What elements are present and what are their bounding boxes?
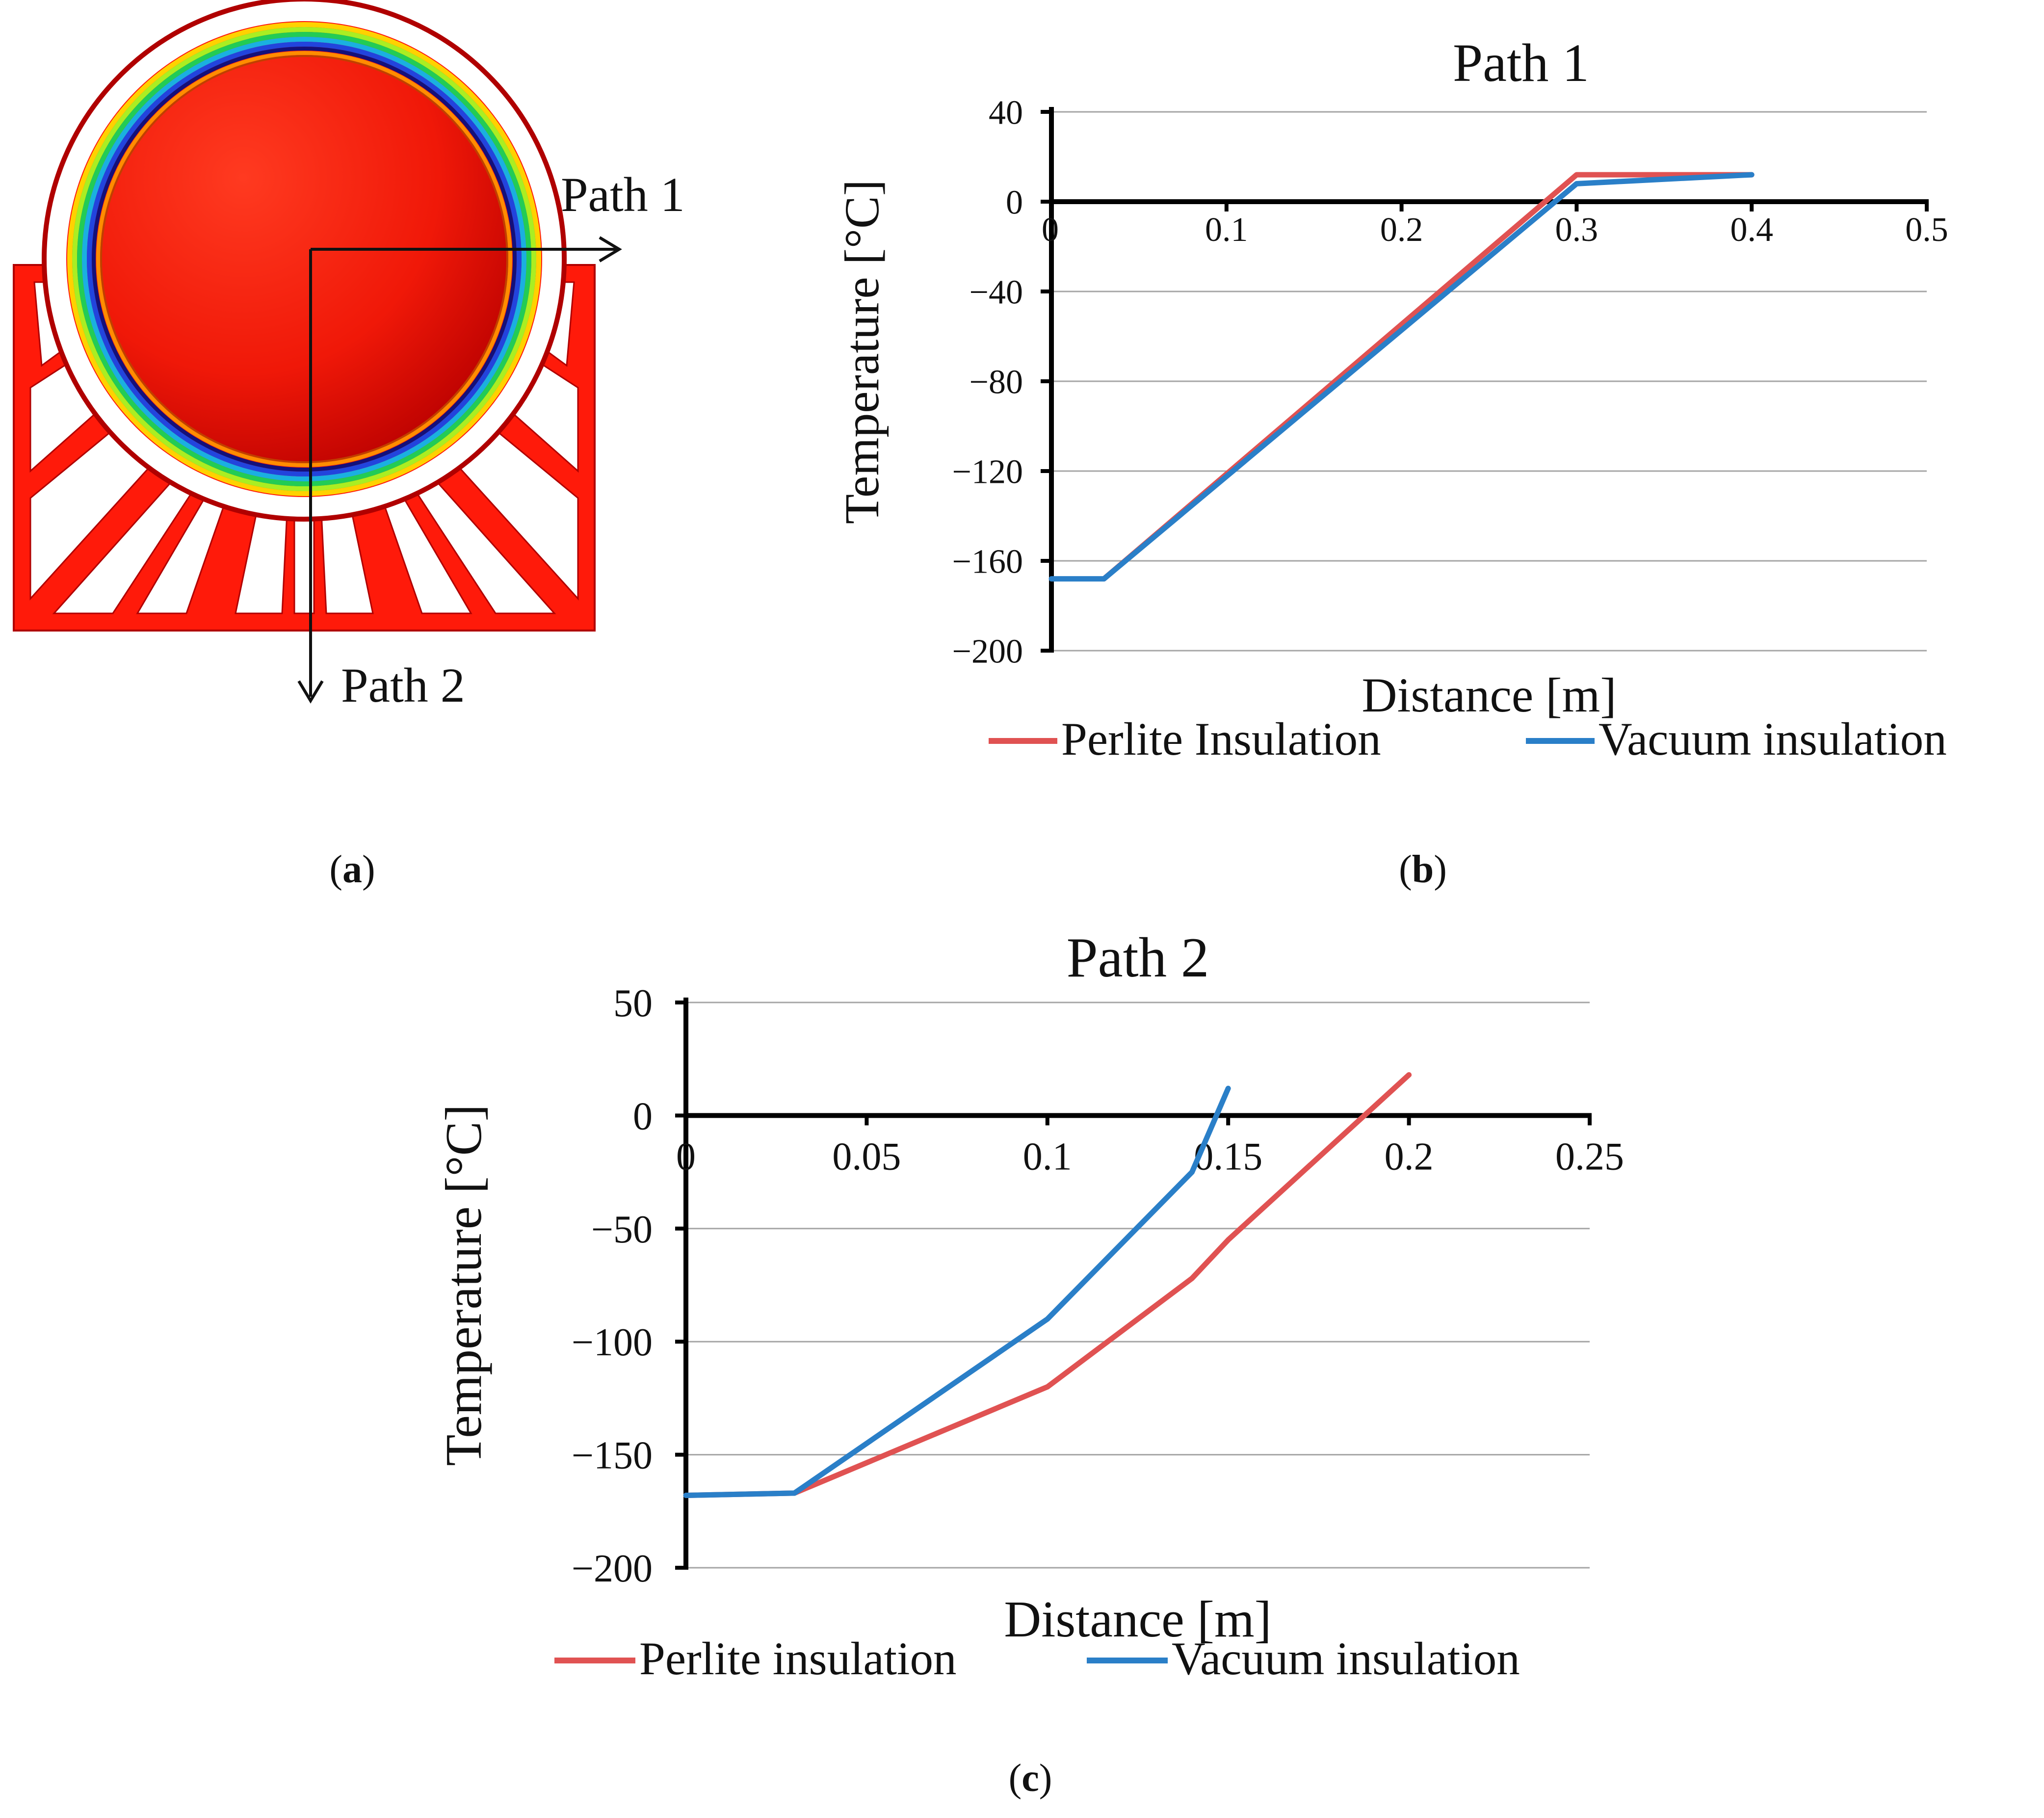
path-1-label: Path 1 (561, 167, 685, 222)
y-tick-label: −160 (952, 543, 1023, 581)
series-line (1048, 172, 1755, 582)
legend-label: Vacuum insulation (1599, 713, 1947, 765)
path-2-label: Path 2 (341, 658, 465, 712)
x-tick-label: 0.05 (832, 1135, 901, 1178)
x-tick-label: 0.4 (1730, 211, 1773, 249)
y-tick-label: 0 (633, 1095, 653, 1138)
series-line (1101, 172, 1755, 582)
x-axis-label: Distance [m] (1362, 668, 1616, 722)
y-tick-label: −80 (970, 364, 1023, 401)
x-tick-label: 0.5 (1905, 211, 1948, 249)
y-tick-label: 50 (613, 982, 653, 1025)
legend-label: Perlite insulation (639, 1633, 956, 1685)
y-tick-label: −200 (572, 1547, 653, 1590)
x-tick-label: 0.2 (1385, 1135, 1434, 1178)
y-tick-label: −120 (952, 453, 1023, 491)
panel-a-tank-diagram: Path 1 Path 2 (13, 0, 685, 712)
chart-title: Path 2 (1067, 926, 1209, 989)
y-tick-label: 0 (1006, 184, 1023, 222)
y-tick-label: −100 (572, 1321, 653, 1364)
support-openings (29, 281, 579, 614)
tank-cross-section (42, 0, 567, 522)
path-2-arrow (297, 249, 324, 704)
x-tick-label: 0.25 (1555, 1135, 1624, 1178)
x-tick-label: 0.1 (1205, 211, 1248, 249)
x-tick-label: 0 (1042, 211, 1059, 249)
series-line (683, 1085, 1231, 1499)
y-tick-label: −40 (970, 274, 1023, 312)
x-tick-label: 0.2 (1380, 211, 1423, 249)
y-tick-label: −50 (591, 1208, 653, 1251)
legend-label: Vacuum insulation (1172, 1633, 1520, 1685)
caption-b: (b) (1399, 848, 1447, 891)
y-axis-label: Temperature [°C] (435, 1104, 492, 1466)
x-tick-label: 0.3 (1555, 211, 1599, 249)
caption-c: (c) (1009, 1757, 1052, 1800)
tank-inner-fill (100, 55, 508, 463)
legend-label: Perlite Insulation (1061, 713, 1381, 765)
y-tick-label: 40 (989, 94, 1023, 132)
x-axis-label: Distance [m] (1004, 1590, 1271, 1648)
y-tick-label: −200 (952, 633, 1023, 671)
chart-path-1: 40 0 −40 −80 −120 −160 −200 0 0.1 0.2 0.3 0.4 0.5 Pat… (835, 33, 1948, 765)
x-tick-label: 0.1 (1023, 1135, 1072, 1178)
y-tick-label: −150 (572, 1434, 653, 1477)
path-1-arrow (311, 236, 622, 263)
y-axis-label: Temperature [°C] (835, 180, 889, 524)
x-tick-label: 0 (676, 1135, 696, 1178)
caption-a: (a) (329, 848, 375, 891)
chart-title: Path 1 (1453, 33, 1589, 93)
